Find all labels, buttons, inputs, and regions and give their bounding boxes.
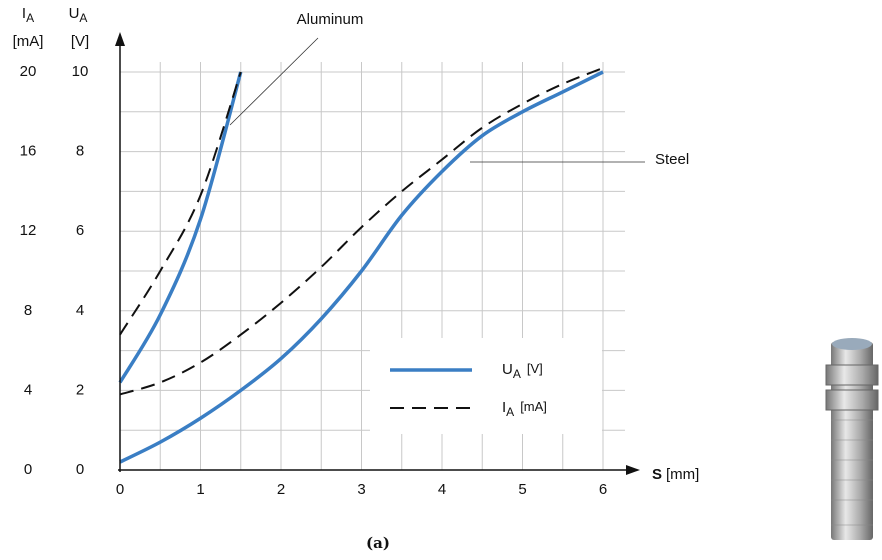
y2-tick-label: 6	[76, 222, 84, 239]
x-tick-label: 0	[116, 481, 124, 498]
y2-tick-label: 2	[76, 381, 84, 398]
x-tick-label: 1	[196, 481, 204, 498]
sensor-photo	[825, 338, 879, 540]
x-tick-label: 6	[599, 481, 607, 498]
y2-label: UA	[69, 5, 88, 25]
x-tick-label: 2	[277, 481, 285, 498]
x-tick-label: 4	[438, 481, 446, 498]
y2-tick-label: 4	[76, 302, 84, 319]
y-tick-label: 0	[24, 461, 32, 478]
y-label: IA	[22, 5, 34, 25]
y-arrow	[115, 32, 125, 46]
data-line	[119, 70, 604, 464]
y-tick-label: 8	[24, 302, 32, 319]
y-tick-label: 4	[24, 381, 32, 398]
legend-unit: [mA]	[520, 399, 547, 414]
caption: (a)	[366, 534, 390, 552]
y2-tick-label: 10	[72, 63, 89, 80]
y2-tick-label: 8	[76, 143, 84, 160]
y-tick-label: 20	[20, 63, 37, 80]
annotation: Aluminum	[297, 11, 364, 28]
curves	[118, 67, 604, 464]
legend-sub: A	[513, 367, 521, 381]
legend-unit: [V]	[527, 361, 543, 376]
legend-label: UA [V]	[502, 361, 543, 381]
data-line	[119, 67, 604, 396]
y2-unit: [V]	[71, 33, 89, 50]
annotation: Steel	[655, 151, 689, 168]
x-tick-label: 3	[357, 481, 365, 498]
x-label: S [mm]	[652, 466, 699, 483]
y-tick-label: 12	[20, 222, 37, 239]
legend-symbol: I	[502, 399, 506, 416]
y-unit: [mA]	[13, 33, 44, 50]
x-tick-label: 5	[518, 481, 526, 498]
legend-sub: A	[506, 405, 514, 419]
y-tick-label: 16	[20, 143, 37, 160]
data-line	[118, 71, 243, 384]
y2-tick-label: 0	[76, 461, 84, 478]
legend-box	[370, 338, 602, 434]
annotation-leader	[229, 37, 319, 126]
x-arrow	[626, 465, 640, 475]
legend-symbol: U	[502, 361, 513, 378]
legend-label: IA [mA]	[502, 399, 547, 419]
